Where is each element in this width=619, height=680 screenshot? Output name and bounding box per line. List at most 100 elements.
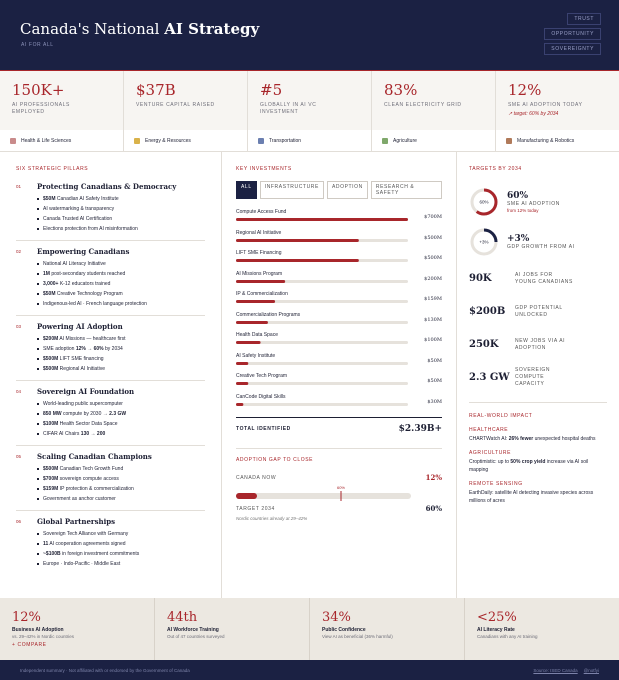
stat-value: 250K [469, 339, 499, 350]
bar [236, 259, 359, 262]
bullet-dot [37, 543, 39, 545]
pillar-bullet: $50M Canadian AI Safety Institute [37, 194, 205, 204]
sector-icon [10, 137, 16, 144]
bold-segment: 2.3 GW [109, 411, 127, 417]
bold-segment: $50M [43, 196, 56, 202]
investment-row: Creative Tech Program $50M [236, 373, 442, 394]
footer-handle[interactable]: @notfyi [583, 667, 599, 673]
investment-label: AI Missions Program [236, 270, 283, 277]
bar [236, 341, 261, 344]
target-stat: $200B GDP POTENTIAL UNLOCKED [469, 295, 607, 328]
tab[interactable]: ALL [236, 181, 257, 199]
stat-label: AI JOBS FOR YOUNG CANADIANS [515, 271, 573, 285]
kpi-card: #5 GLOBALLY IN AI VC INVESTMENT [248, 71, 372, 130]
investments-panel: KEY INVESTMENTS ALL INFRASTRUCTURE ADOPTION… [222, 152, 457, 598]
gap-bar: 60% [236, 485, 411, 501]
bullet-dot [37, 358, 39, 360]
bar-track [236, 341, 408, 344]
pillar-title: Powering AI Adoption [37, 322, 123, 331]
gap-title: Business AI Adoption [12, 627, 64, 633]
text-segment: Government as anchor customer [43, 496, 116, 502]
ring-title: GDP GROWTH FROM AI [507, 244, 575, 250]
investment-bar-track [236, 341, 408, 344]
bullet-dot [37, 433, 39, 435]
impact: REAL-WORLD IMPACT HEALTHCARE CHARTWatch AI… [469, 402, 607, 505]
tab[interactable]: INFRASTRUCTURE [259, 181, 324, 199]
tab[interactable]: RESEARCH & SAFETY [370, 181, 442, 199]
text-segment: Regional AI Initiative [58, 366, 105, 372]
text-segment: AI cooperation agreements signed [48, 541, 126, 547]
stat-value: 90K [469, 273, 492, 284]
bullet-dot [37, 478, 39, 480]
ring-value: +3% [507, 234, 530, 244]
sector-chip[interactable]: Health & Life Sciences [0, 130, 124, 151]
pillar: 01 Protecting Canadians & Democracy $50M C… [16, 182, 205, 241]
pillar-bullet: $200M AI Missions — healthcare first [37, 334, 205, 344]
pillar-body: Empowering Canadians National AI Literacy… [37, 247, 205, 309]
investment-row: Regional AI Initiative $500M [236, 230, 442, 251]
pillar-bullet: 1M post-secondary students reached [37, 269, 205, 279]
investment-row: AI Missions Program $200M [236, 271, 442, 292]
sector-chip[interactable]: Transportation [248, 130, 372, 151]
sector-label: Manufacturing & Robotics [517, 137, 575, 144]
bar [236, 300, 276, 303]
gap-action[interactable]: + COMPARE [12, 642, 47, 648]
sector-chip[interactable]: Energy & Resources [124, 130, 248, 151]
investment-bar-track [236, 279, 408, 283]
text-segment: Health Sector Data Space [58, 421, 118, 427]
kpi-card: 150K+ AI PROFESSIONALS EMPLOYED [0, 71, 124, 130]
nav-button[interactable]: TRUST [567, 13, 601, 25]
ring-accent [483, 228, 498, 243]
gap-now-label: CANADA NOW [236, 474, 277, 481]
text-segment: National AI Literacy Initiative [43, 261, 106, 267]
ring-arc [470, 188, 498, 216]
pillar-bullet: $50M Creative Technology Program [37, 289, 205, 299]
pillar-number: 05 [16, 454, 22, 459]
nav-button[interactable]: SOVEREIGNTY [544, 43, 601, 55]
text-segment: World-leading public supercomputer [43, 401, 123, 407]
gap-card: 12% Business AI Adoption vs. 29–42% in Nor… [0, 598, 155, 660]
sector-icon [134, 137, 140, 144]
section-title: KEY INVESTMENTS [236, 166, 292, 172]
text-segment: EarthDaily: satellite AI detecting invas… [469, 490, 594, 504]
footer-source[interactable]: Source: ISED Canada [533, 667, 578, 673]
pillar-number: 04 [16, 389, 22, 394]
sector-chip[interactable]: Agriculture [372, 130, 496, 151]
bold-segment: 26% fewer [508, 436, 534, 442]
investment-label: LIFT SME Financing [236, 250, 282, 256]
gap-title: AI Workforce Training [167, 627, 219, 633]
tab[interactable]: ADOPTION [326, 181, 368, 199]
text-segment: LIFT SME financing [58, 356, 104, 362]
sector-chip[interactable]: Manufacturing & Robotics [496, 130, 619, 151]
bullet-dot [37, 338, 39, 340]
ring-text: +3% GDP GROWTH FROM AI [507, 234, 575, 250]
gap-note: Nordic countries already at 29–42% [236, 516, 308, 521]
section-title: REAL-WORLD IMPACT [469, 413, 533, 419]
pillar-number: 03 [16, 324, 22, 329]
bullet-dot [37, 423, 39, 425]
investment-value: $100M [424, 337, 442, 343]
investment-value: $159M [424, 296, 442, 302]
impact-category: REMOTE SENSING [469, 481, 523, 487]
pillar-bullet: National AI Literacy Initiative [37, 259, 205, 269]
bullet-dot [37, 303, 39, 305]
bullet-dot [37, 283, 39, 285]
impact-category: HEALTHCARE [469, 427, 509, 433]
investment-bar-track [236, 402, 408, 406]
text-segment: SME adoption [43, 346, 76, 352]
bold-segment: 3,000+ [43, 281, 59, 287]
text-segment: by 2034 [103, 346, 123, 352]
text-segment: Sovereign Tech Alliance with Germany [43, 531, 129, 537]
pillar-bullet: $100M Health Sector Data Space [37, 419, 205, 429]
gap-value: 12% [12, 610, 41, 625]
ring-label: +3% [479, 240, 488, 245]
pillar-bullet: Government as anchor customer [37, 494, 205, 504]
target-stat: 2.3 GW SOVEREIGN COMPUTE CAPACITY [469, 361, 607, 394]
total-label: TOTAL IDENTIFIED [236, 426, 291, 432]
bar [236, 320, 268, 324]
text-segment: IP protection & commercialization [58, 486, 134, 492]
nav-button[interactable]: OPPORTUNITY [544, 28, 601, 40]
bullet-dot [37, 563, 39, 565]
section-title: SIX STRATEGIC PILLARS [16, 166, 89, 172]
